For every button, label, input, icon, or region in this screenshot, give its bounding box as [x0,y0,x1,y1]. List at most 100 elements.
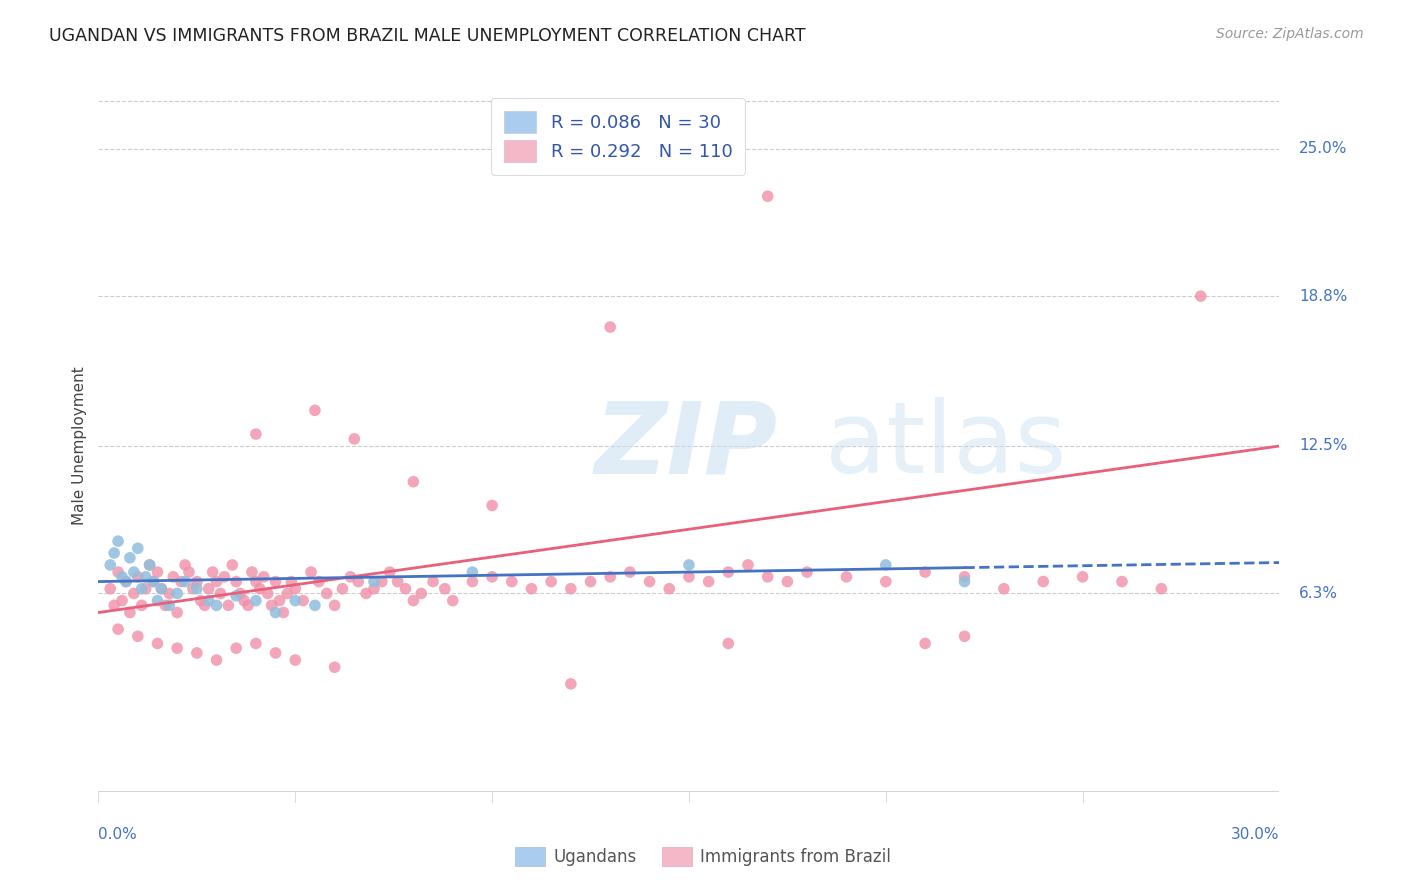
Point [245,593,267,607]
Point [135,570,157,584]
Point [953,574,976,589]
Point [150,582,173,596]
Point [233,593,256,607]
Point [332,582,354,596]
Point [131,599,153,613]
Point [540,574,562,589]
Point [146,636,169,650]
Point [461,565,484,579]
Point [304,599,326,613]
Point [122,565,145,579]
Point [402,593,425,607]
Point [953,629,976,643]
Text: atlas: atlas [825,398,1066,494]
Point [256,586,278,600]
Point [111,570,134,584]
Point [174,558,197,572]
Point [619,565,641,579]
Text: 6.3%: 6.3% [1299,586,1339,601]
Point [225,589,247,603]
Point [339,570,361,584]
Point [737,558,759,572]
Point [103,599,125,613]
Point [264,574,287,589]
Point [170,574,193,589]
Text: 30.0%: 30.0% [1232,827,1279,841]
Point [118,550,141,565]
Point [1032,574,1054,589]
Point [186,582,208,596]
Point [264,606,287,620]
Text: ZIP: ZIP [595,398,778,494]
Point [166,586,188,600]
Point [308,574,330,589]
Point [378,565,401,579]
Point [107,534,129,549]
Point [177,565,200,579]
Point [835,570,858,584]
Point [194,599,217,613]
Point [658,582,681,596]
Point [343,432,366,446]
Point [914,565,936,579]
Point [249,582,271,596]
Point [157,586,180,600]
Point [354,586,377,600]
Point [284,582,307,596]
Point [186,646,208,660]
Point [796,565,818,579]
Point [205,653,228,667]
Point [481,499,503,513]
Text: Source: ZipAtlas.com: Source: ZipAtlas.com [1216,27,1364,41]
Point [236,599,259,613]
Point [260,599,283,613]
Point [284,593,307,607]
Point [875,558,897,572]
Point [181,582,204,596]
Text: 0.0%: 0.0% [98,827,138,841]
Point [371,574,394,589]
Point [103,546,125,560]
Point [122,586,145,600]
Text: 12.5%: 12.5% [1299,439,1347,453]
Point [363,574,385,589]
Point [347,574,370,589]
Point [1111,574,1133,589]
Point [422,574,444,589]
Point [127,570,149,584]
Point [717,636,740,650]
Point [166,641,188,656]
Legend: R = 0.086   N = 30, R = 0.292   N = 110: R = 0.086 N = 30, R = 0.292 N = 110 [491,98,745,175]
Point [678,558,700,572]
Point [501,574,523,589]
Point [245,574,267,589]
Point [225,574,247,589]
Point [481,570,503,584]
Point [697,574,720,589]
Point [229,586,252,600]
Point [209,586,232,600]
Point [560,677,582,691]
Point [155,599,177,613]
Point [205,574,228,589]
Point [98,582,121,596]
Point [245,427,267,442]
Point [402,475,425,489]
Point [111,593,134,607]
Point [264,646,287,660]
Point [273,606,295,620]
Point [276,586,298,600]
Point [240,565,263,579]
Point [914,636,936,650]
Point [217,599,239,613]
Point [127,629,149,643]
Point [579,574,602,589]
Point [98,558,121,572]
Point [394,582,416,596]
Point [135,582,157,596]
Point [197,582,219,596]
Point [441,593,464,607]
Point [875,574,897,589]
Legend: Ugandans, Immigrants from Brazil: Ugandans, Immigrants from Brazil [509,840,897,872]
Point [157,599,180,613]
